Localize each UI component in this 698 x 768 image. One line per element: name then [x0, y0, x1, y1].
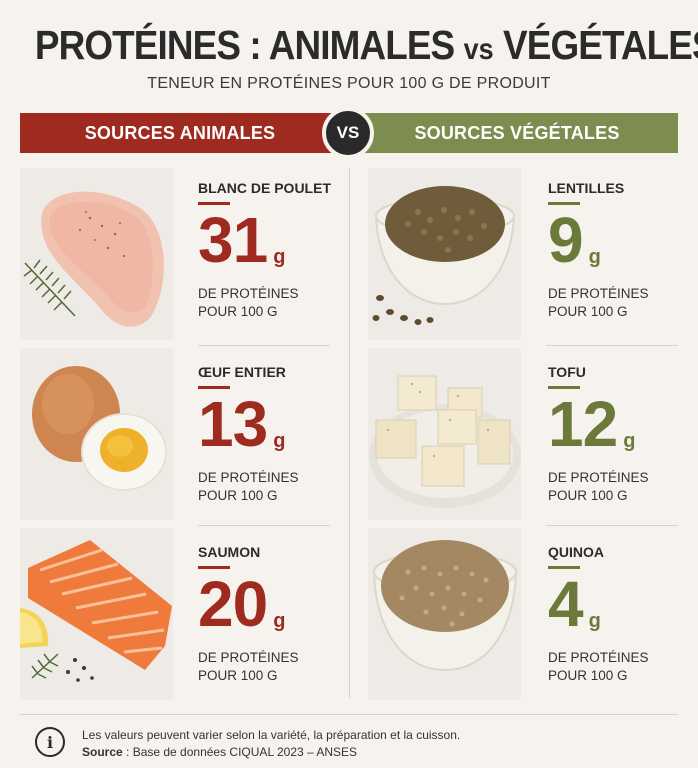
info-icon: i	[35, 727, 65, 757]
protein-unit: g	[623, 430, 636, 452]
tofu-photo	[368, 348, 521, 520]
protein-value: 20 g	[198, 568, 338, 640]
desc-line2: POUR 100 G	[548, 304, 628, 319]
footer-divider	[20, 714, 678, 715]
protein-description: DE PROTÉINES POUR 100 G	[548, 285, 678, 321]
desc-line2: POUR 100 G	[548, 488, 628, 503]
source-text: : Base de données CIQUAL 2023 – ANSES	[122, 745, 358, 759]
food-name: QUINOA	[548, 544, 604, 560]
title-part1: PROTÉINES : ANIMALES	[34, 22, 455, 68]
desc-line1: DE PROTÉINES	[198, 650, 299, 665]
protein-value: 13 g	[198, 388, 338, 460]
vs-badge: VS	[322, 107, 374, 159]
protein-number: 31	[198, 204, 268, 276]
desc-line2: POUR 100 G	[198, 668, 278, 683]
food-name: ŒUF ENTIER	[198, 364, 286, 380]
tofu-info: TOFU 12 g DE PROTÉINES POUR 100 G	[548, 364, 678, 505]
protein-unit: g	[588, 610, 601, 632]
row-divider	[198, 525, 330, 526]
desc-line1: DE PROTÉINES	[548, 650, 649, 665]
quinoa-photo	[368, 528, 521, 700]
protein-number: 12	[548, 388, 618, 460]
protein-number: 20	[198, 568, 268, 640]
chicken-breast-photo	[20, 168, 173, 340]
desc-line2: POUR 100 G	[198, 304, 278, 319]
lentils-info: LENTILLES 9 g DE PROTÉINES POUR 100 G	[548, 180, 678, 321]
protein-unit: g	[273, 610, 286, 632]
protein-description: DE PROTÉINES POUR 100 G	[548, 649, 678, 685]
food-name: SAUMON	[198, 544, 261, 560]
egg-photo	[20, 348, 173, 520]
salmon-photo	[20, 528, 173, 700]
desc-line2: POUR 100 G	[198, 488, 278, 503]
protein-description: DE PROTÉINES POUR 100 G	[198, 649, 338, 685]
protein-description: DE PROTÉINES POUR 100 G	[198, 285, 338, 321]
protein-value: 31 g	[198, 204, 338, 276]
food-name: LENTILLES	[548, 180, 625, 196]
quinoa-info: QUINOA 4 g DE PROTÉINES POUR 100 G	[548, 544, 678, 685]
source-label: Source	[82, 745, 123, 759]
desc-line1: DE PROTÉINES	[198, 286, 299, 301]
protein-description: DE PROTÉINES POUR 100 G	[548, 469, 678, 505]
name-underline	[198, 566, 230, 569]
desc-line1: DE PROTÉINES	[548, 470, 649, 485]
desc-line1: DE PROTÉINES	[548, 286, 649, 301]
desc-line1: DE PROTÉINES	[198, 470, 299, 485]
egg-info: ŒUF ENTIER 13 g DE PROTÉINES POUR 100 G	[198, 364, 338, 505]
protein-number: 4	[548, 568, 584, 640]
chicken-info: BLANC DE POULET 31 g DE PROTÉINES POUR 1…	[198, 180, 338, 321]
protein-value: 4 g	[548, 568, 678, 640]
food-name: TOFU	[548, 364, 586, 380]
footnote-note: Les valeurs peuvent varier selon la vari…	[82, 728, 461, 742]
lentils-photo	[368, 168, 521, 340]
protein-description: DE PROTÉINES POUR 100 G	[198, 469, 338, 505]
footnote: Les valeurs peuvent varier selon la vari…	[82, 727, 460, 761]
footnote-source: Source : Base de données CIQUAL 2023 – A…	[82, 744, 460, 761]
name-underline	[198, 202, 230, 205]
name-underline	[548, 202, 580, 205]
column-divider	[349, 168, 350, 698]
protein-unit: g	[588, 246, 601, 268]
title-vs: vs	[463, 33, 494, 66]
title-part2: VÉGÉTALES	[503, 22, 698, 68]
plant-sources-banner: SOURCES VÉGÉTALES	[356, 113, 678, 153]
protein-unit: g	[273, 246, 286, 268]
page-title: PROTÉINES : ANIMALES vs VÉGÉTALES	[34, 22, 698, 69]
desc-line2: POUR 100 G	[548, 668, 628, 683]
name-underline	[548, 386, 580, 389]
row-divider	[546, 345, 678, 346]
protein-number: 9	[548, 204, 584, 276]
protein-number: 13	[198, 388, 268, 460]
protein-value: 9 g	[548, 204, 678, 276]
food-name: BLANC DE POULET	[198, 180, 331, 196]
animal-sources-banner: SOURCES ANIMALES	[20, 113, 340, 153]
name-underline	[548, 566, 580, 569]
protein-value: 12 g	[548, 388, 678, 460]
page-subtitle: TENEUR EN PROTÉINES POUR 100 G DE PRODUI…	[147, 75, 551, 92]
name-underline	[198, 386, 230, 389]
row-divider	[198, 345, 330, 346]
salmon-info: SAUMON 20 g DE PROTÉINES POUR 100 G	[198, 544, 338, 685]
row-divider	[546, 525, 678, 526]
protein-unit: g	[273, 430, 286, 452]
